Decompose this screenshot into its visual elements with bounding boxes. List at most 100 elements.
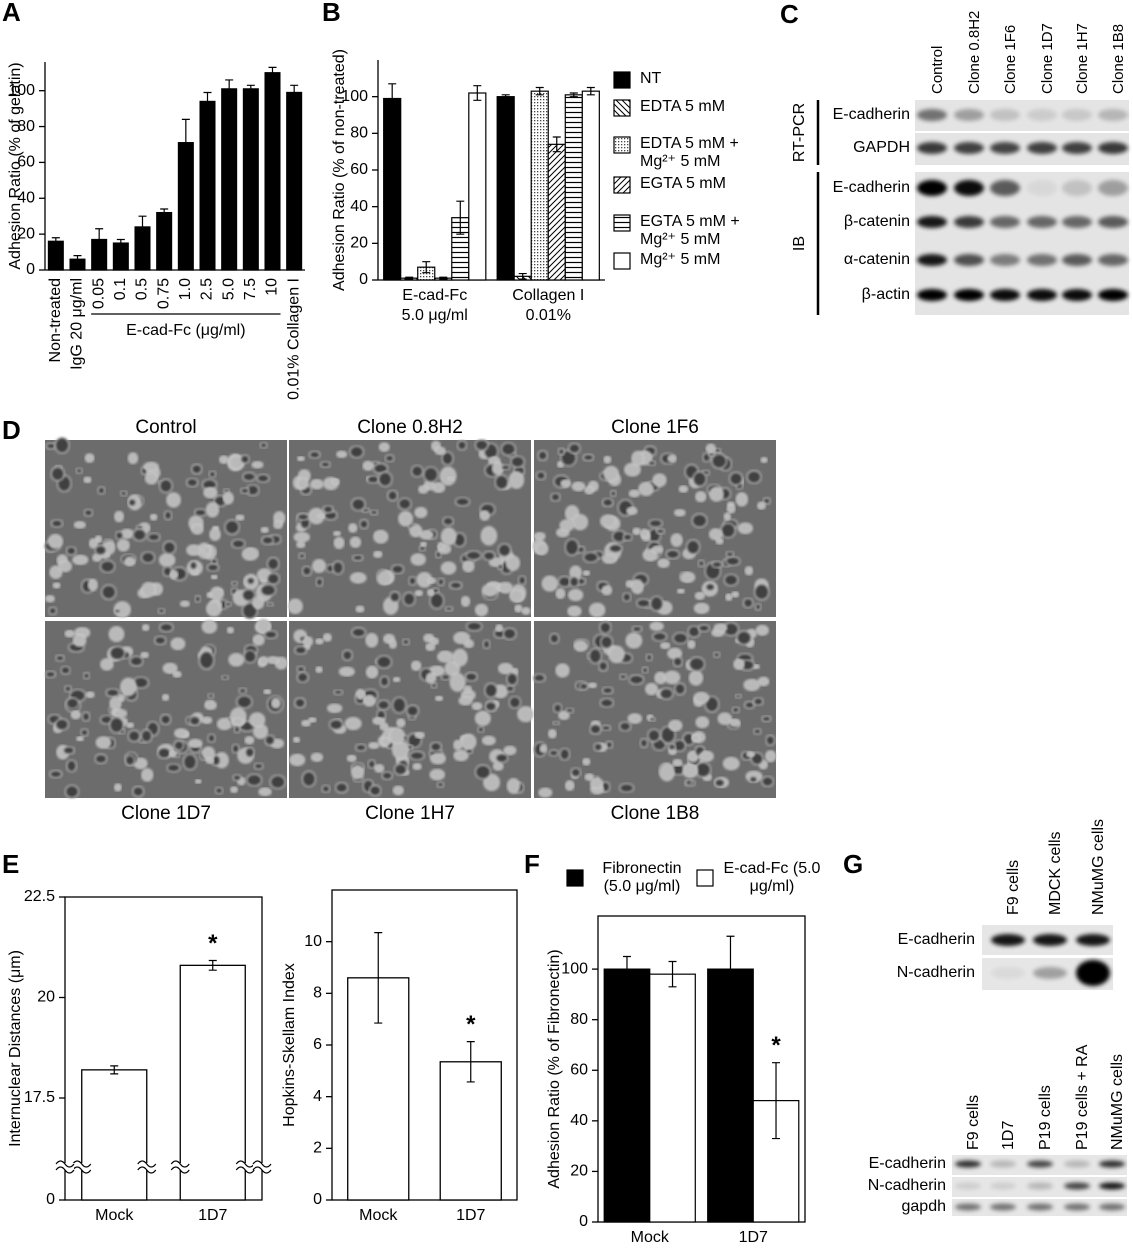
cell: [97, 486, 106, 495]
cell: [333, 536, 345, 549]
cell: [355, 743, 367, 752]
bar: [496, 96, 515, 281]
error-bar: [208, 959, 217, 971]
error-bar: [51, 237, 60, 246]
cell: [163, 510, 173, 521]
cell: [670, 533, 683, 547]
cell: [129, 655, 144, 667]
cell: [475, 711, 491, 726]
cell: [725, 550, 735, 558]
blot-band: [990, 180, 1020, 196]
cell: [72, 554, 89, 565]
cell: [240, 454, 250, 465]
cell: [505, 684, 515, 693]
cell: [204, 700, 217, 710]
cell: [161, 694, 170, 701]
micrograph: [44, 436, 287, 620]
cell: [672, 632, 689, 645]
cell: [414, 731, 425, 739]
cell: [222, 492, 234, 505]
cell: [743, 678, 761, 691]
cell: [233, 725, 241, 734]
cell: [201, 619, 217, 634]
cell: [532, 673, 546, 683]
y-tick-label: 60: [17, 154, 35, 171]
cell: [105, 688, 120, 698]
cell: [600, 514, 617, 529]
cell: [441, 451, 454, 466]
cell: [140, 651, 149, 659]
cell: [442, 516, 455, 527]
y-axis-label: Internuclear Distances (μm): [7, 950, 24, 1147]
axis-break: [170, 1160, 190, 1174]
cell: [172, 671, 182, 678]
micrograph: [532, 621, 777, 798]
blot-band: [1098, 142, 1128, 154]
cell: [760, 456, 768, 464]
cell: [266, 556, 280, 571]
cell: [498, 581, 513, 594]
cell: [201, 716, 213, 724]
error-bar: [203, 91, 212, 112]
cell: [423, 466, 439, 483]
blot-band: [990, 1182, 1016, 1190]
cell: [273, 520, 283, 530]
cell: [672, 656, 683, 668]
cell: [682, 763, 699, 779]
blot-band: [990, 142, 1020, 154]
cell: [252, 634, 265, 646]
cell: [157, 747, 172, 760]
cell: [369, 509, 379, 516]
cell: [687, 639, 696, 649]
cell: [206, 502, 219, 518]
legend-swatch: [613, 136, 631, 154]
cell: [590, 777, 603, 790]
cell: [588, 682, 597, 689]
cell: [728, 471, 744, 486]
cell: [552, 702, 563, 714]
lane-label: NMuMG cells: [1090, 819, 1107, 915]
cell: [231, 538, 246, 549]
cell: [296, 671, 309, 683]
cell: [555, 663, 570, 678]
cell: [667, 743, 677, 751]
blot-band: [917, 289, 947, 301]
cell: [108, 626, 125, 642]
x-tick-label: 0.5: [134, 278, 151, 300]
cell: [765, 734, 776, 746]
cell: [376, 699, 391, 711]
cell: [80, 728, 89, 737]
cell: [495, 752, 509, 764]
cell: [366, 665, 379, 679]
cell: [425, 642, 436, 652]
blot-band: [954, 142, 984, 154]
legend-swatch: [613, 252, 631, 270]
cell: [517, 575, 527, 586]
cell: [350, 497, 366, 512]
cell: [449, 581, 463, 590]
cell: [85, 691, 95, 699]
y-tick-label: 40: [350, 198, 368, 215]
cell: [392, 785, 404, 796]
cell: [691, 513, 708, 528]
cell: [54, 436, 70, 454]
lane-label: Clone 1D7: [1039, 23, 1056, 94]
y-axis-label: Adhesion Ratio (% of non-treated): [331, 49, 348, 291]
cell: [182, 753, 198, 771]
cell: [484, 701, 497, 712]
cell: [114, 510, 124, 523]
cell: [427, 577, 437, 584]
group-label: RT-PCR: [791, 103, 808, 162]
cell: [600, 724, 612, 732]
cell: [301, 770, 317, 788]
cell: [598, 660, 609, 672]
cell: [458, 696, 473, 706]
row-label: E-cadherin: [898, 931, 975, 948]
cell: [762, 497, 771, 505]
error-bar: [116, 238, 125, 248]
cell: [310, 479, 324, 490]
error-bar: [138, 215, 147, 239]
axis-break-gap: [253, 1163, 271, 1170]
cell: [482, 639, 491, 650]
row-label: E-cadherin: [833, 106, 910, 123]
